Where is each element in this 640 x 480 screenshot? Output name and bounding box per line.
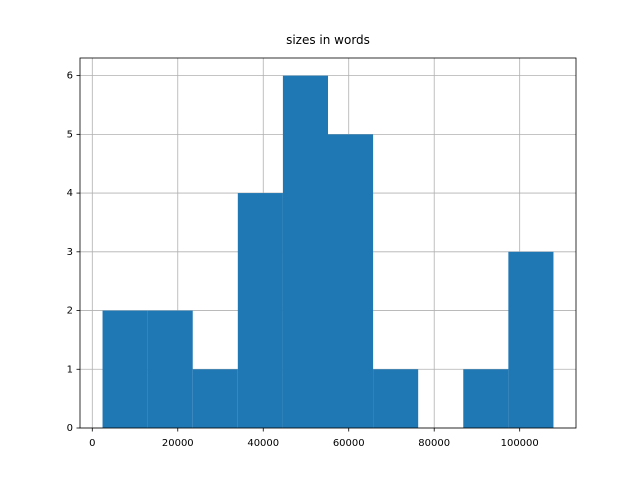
bar [102, 310, 148, 428]
y-tick-label: 0 [67, 423, 73, 434]
x-tick-label: 20000 [162, 438, 194, 449]
plot-frame [79, 57, 577, 429]
bar [328, 134, 374, 428]
bar [508, 251, 554, 428]
x-tick-label: 0 [89, 438, 95, 449]
y-tick-label: 1 [67, 364, 73, 375]
x-tick-label: 100000 [501, 438, 539, 449]
x-tick-label: 80000 [418, 438, 450, 449]
bar [463, 369, 509, 428]
y-tick-label: 4 [67, 188, 73, 199]
bar [237, 193, 283, 428]
y-tick-label: 6 [67, 71, 73, 82]
chart-title: sizes in words [286, 33, 370, 47]
x-tick-label: 40000 [247, 438, 279, 449]
bar [282, 75, 328, 428]
bar [192, 369, 238, 428]
y-tick-label: 3 [67, 247, 73, 258]
bar [373, 369, 419, 428]
bar [147, 310, 193, 428]
x-tick-label: 60000 [333, 438, 365, 449]
y-tick-label: 5 [67, 129, 73, 140]
y-tick-label: 2 [67, 306, 73, 317]
